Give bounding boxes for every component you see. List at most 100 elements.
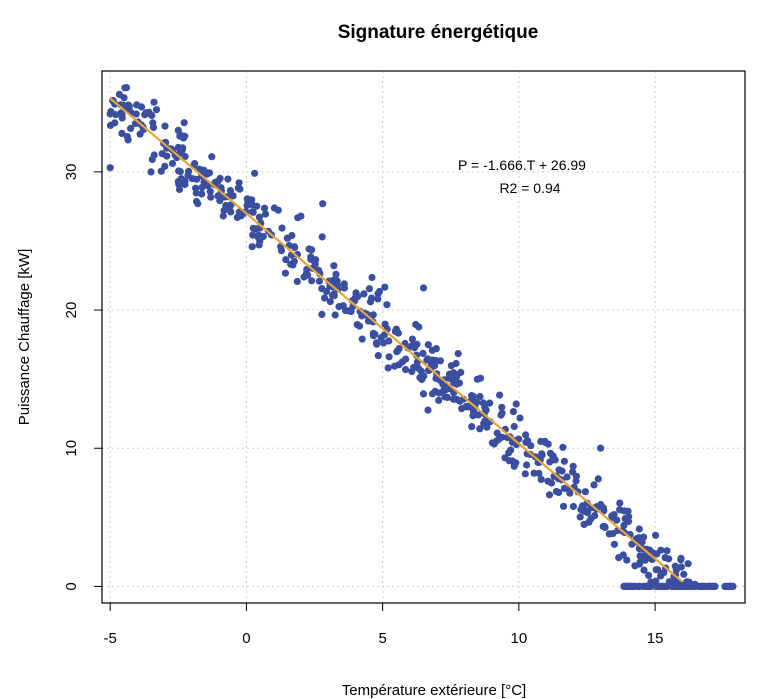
data-point: [665, 555, 673, 563]
data-point: [226, 187, 234, 195]
data-point: [315, 277, 323, 285]
data-point: [677, 554, 685, 563]
data-point: [623, 556, 631, 564]
data-point: [374, 295, 382, 303]
data-point: [424, 406, 432, 414]
data-point: [318, 310, 326, 318]
data-point: [311, 260, 319, 268]
data-point: [576, 513, 584, 521]
data-point: [385, 337, 393, 345]
data-point: [255, 231, 263, 239]
data-point: [248, 196, 256, 204]
data-point: [330, 262, 338, 270]
data-point: [419, 349, 427, 357]
data-point: [481, 403, 489, 411]
data-point: [163, 152, 171, 160]
data-point: [251, 169, 259, 177]
x-tick-label: 0: [242, 630, 250, 647]
data-point: [174, 143, 182, 151]
data-point: [402, 366, 410, 374]
data-point: [516, 414, 524, 422]
data-point: [255, 241, 263, 249]
data-point: [249, 231, 257, 239]
data-point: [628, 540, 636, 548]
data-point: [620, 507, 628, 515]
data-point: [410, 363, 418, 371]
data-point: [278, 224, 286, 232]
data-point: [332, 270, 340, 278]
data-point: [684, 560, 692, 568]
data-point: [132, 110, 140, 118]
data-point: [360, 290, 368, 298]
data-point: [566, 489, 574, 497]
chart-title: Signature énergétique: [338, 22, 539, 43]
data-point: [569, 462, 577, 470]
data-point: [331, 311, 339, 319]
data-point: [435, 396, 443, 404]
data-point: [431, 362, 439, 370]
data-point: [677, 563, 685, 571]
data-point: [391, 362, 399, 370]
data-point: [248, 243, 256, 251]
data-point: [601, 523, 609, 532]
data-point: [261, 210, 270, 218]
data-point: [384, 364, 392, 372]
data-point: [473, 375, 481, 383]
data-point: [281, 269, 289, 277]
data-point: [206, 187, 214, 196]
y-axis-label: Puissance Chauffage [kW]: [16, 249, 33, 425]
data-point: [115, 90, 123, 98]
data-point: [358, 335, 366, 343]
data-point: [640, 533, 648, 541]
data-point: [274, 206, 282, 214]
data-point: [555, 466, 563, 474]
y-tick-label: 20: [63, 302, 80, 319]
data-point: [587, 515, 595, 523]
data-point: [641, 582, 649, 591]
x-axis-label: Température extérieure [°C]: [342, 682, 526, 699]
data-point: [552, 487, 561, 496]
data-point: [428, 390, 437, 398]
data-point: [510, 459, 518, 467]
data-point: [282, 256, 290, 264]
data-point: [468, 423, 476, 431]
data-point: [369, 311, 377, 319]
data-point: [383, 301, 391, 309]
data-point: [194, 200, 202, 208]
data-point: [152, 106, 161, 114]
data-point: [293, 277, 301, 286]
y-tick-label: 10: [63, 440, 80, 457]
data-point: [476, 425, 484, 433]
data-point: [424, 355, 432, 363]
data-point: [365, 285, 373, 293]
data-point: [645, 571, 653, 580]
data-point: [476, 392, 484, 401]
data-point: [657, 572, 665, 580]
data-point: [432, 345, 440, 353]
r2-label: R2 = 0.94: [499, 180, 560, 196]
data-point: [509, 408, 517, 416]
data-point: [498, 409, 506, 417]
data-point: [111, 119, 119, 127]
data-point: [322, 287, 331, 295]
data-point: [608, 512, 616, 520]
data-point: [521, 470, 529, 478]
data-point: [469, 392, 477, 401]
data-point: [574, 488, 582, 496]
data-point: [624, 517, 633, 526]
data-point: [453, 395, 461, 403]
data-point: [148, 111, 156, 120]
data-point: [420, 372, 428, 380]
x-tick-label: -5: [104, 630, 117, 647]
data-point: [541, 438, 549, 447]
data-point: [188, 175, 196, 183]
data-point: [255, 213, 263, 221]
data-point: [652, 531, 660, 539]
data-point: [583, 499, 591, 507]
data-point: [290, 243, 298, 251]
data-point: [408, 335, 416, 343]
x-tick-label: 10: [511, 630, 528, 647]
data-point: [709, 582, 717, 591]
data-point: [669, 582, 677, 591]
axes: -5 0 5 10 15 0 10 20 30: [63, 164, 663, 647]
